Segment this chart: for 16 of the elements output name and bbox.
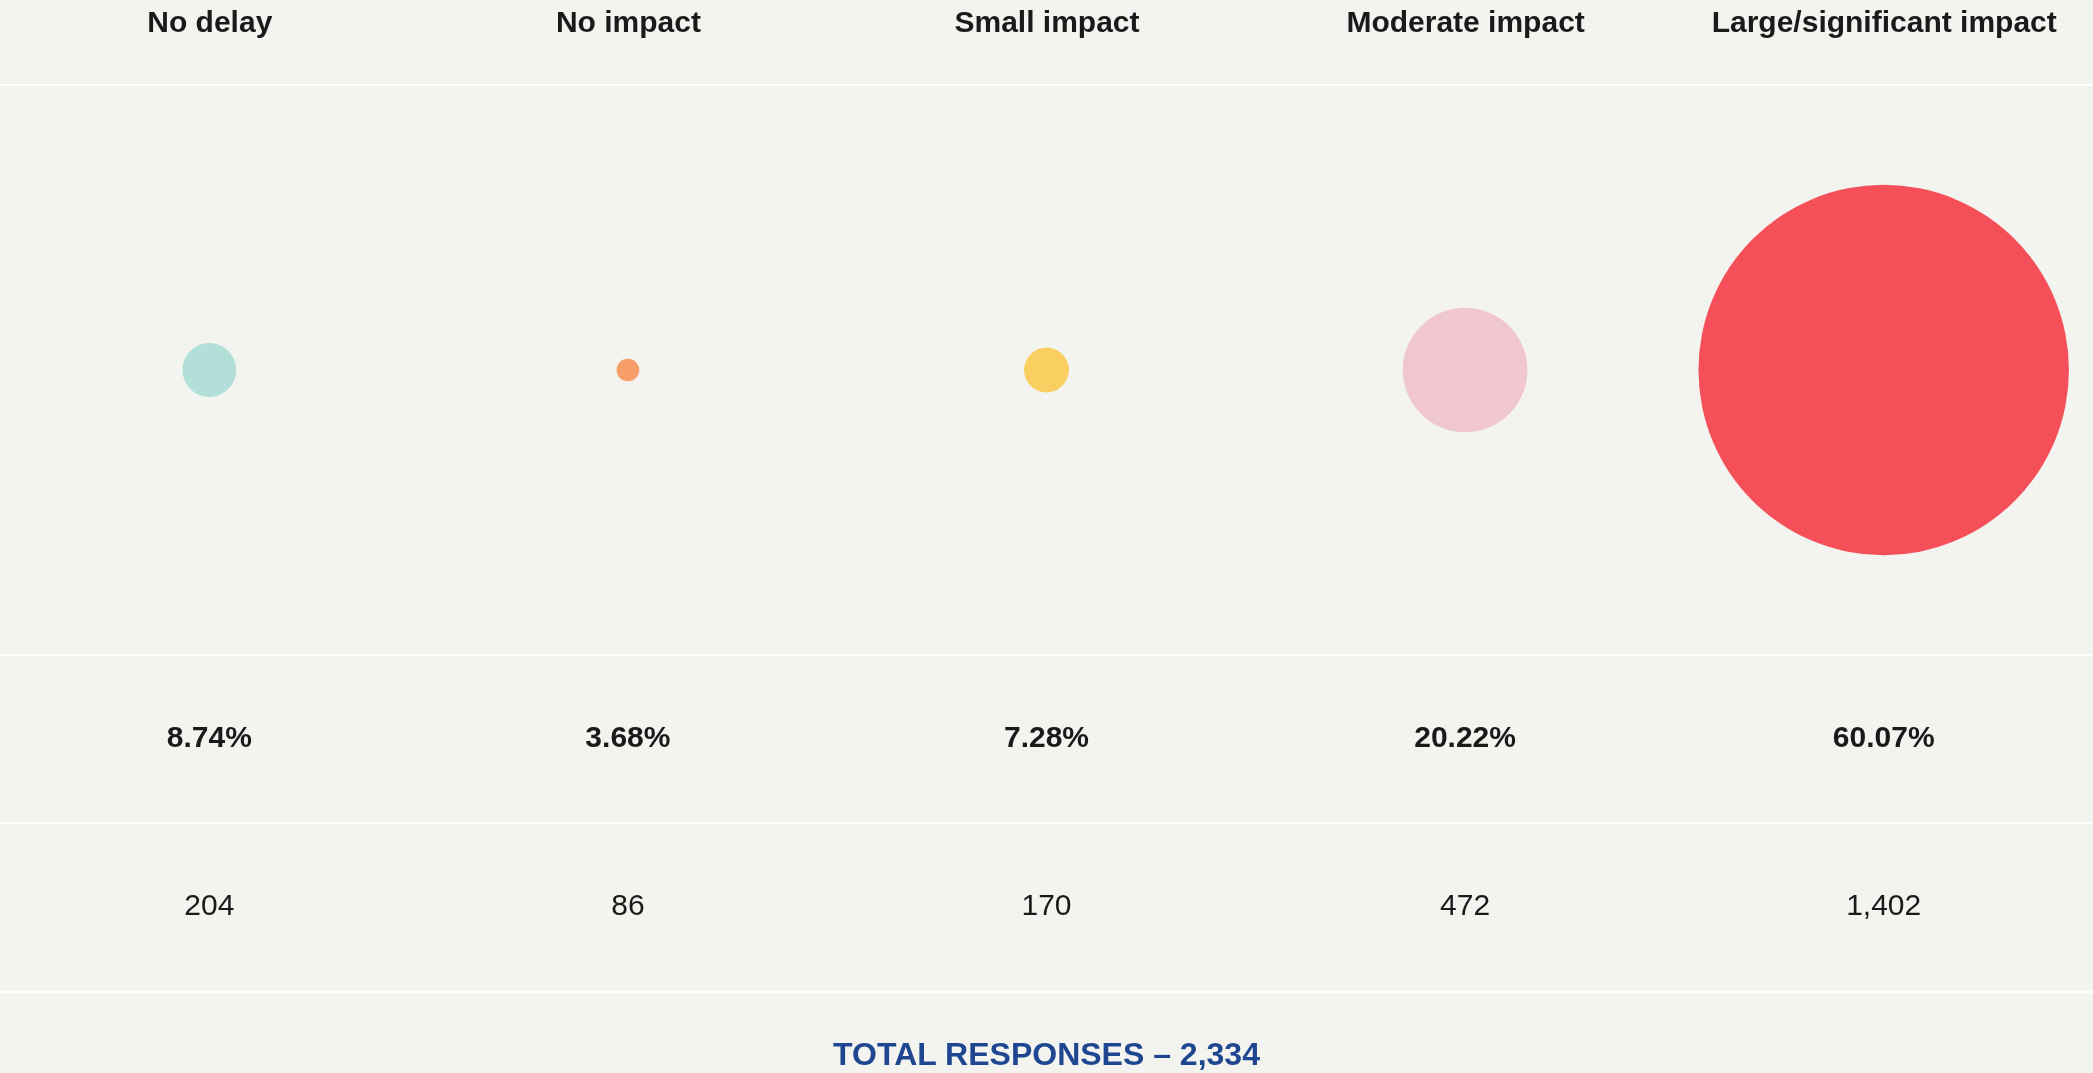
data-label: 3.68%	[585, 720, 671, 753]
category-label: Moderate impact	[1346, 4, 1585, 38]
text: TOTAL RESPONSES – 2,334	[833, 1036, 1261, 1072]
data-label: 20.22%	[1414, 720, 1516, 753]
data-label: 7.28%	[1003, 720, 1090, 753]
category-label: Small impact	[954, 4, 1140, 38]
text: 170	[1021, 888, 1072, 921]
text: 86	[611, 888, 645, 921]
category-label: Large/significant impact	[1711, 4, 2057, 38]
text: 1,402	[1846, 888, 1922, 921]
data-label: 60.07%	[1832, 720, 1935, 753]
category-label: No delay	[147, 4, 273, 38]
text: 472	[1440, 888, 1491, 921]
text: 204	[184, 888, 235, 921]
category-label: No impact	[555, 4, 701, 38]
data-label: 8.74%	[166, 720, 252, 753]
